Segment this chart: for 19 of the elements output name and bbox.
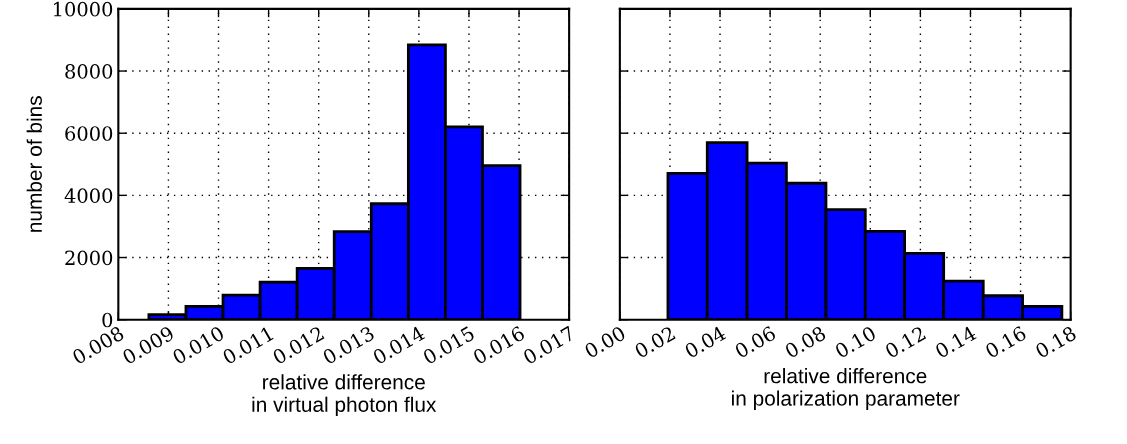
y-tick-label: 8000 [65,64,113,79]
x-tick-label: 0.16 [984,325,1028,359]
x-tick-label: 0.14 [934,325,978,359]
x-tick-label: 0.06 [733,325,777,359]
y-tick-label: 2000 [65,250,113,266]
x-tick-label: 0.04 [683,325,727,359]
x-tick-label: 0.10 [834,325,877,359]
x-axis-title: relative difference in polarization parameter [732,368,960,410]
x-tick-label: 0.18 [1034,325,1078,359]
y-tick-label: 10000 [53,1,113,17]
y-tick-label: 6000 [65,126,113,141]
y-axis-title: number of bins [26,96,42,232]
x-tick-label: 0.00 [583,325,627,359]
x-tick-label: 0.08 [783,325,827,359]
x-tick-label: 0.12 [884,325,927,359]
y-tick-label: 4000 [64,188,113,204]
x-tick-label: 0.02 [633,325,676,359]
x-axis-title: relative difference in virtual photon flux [252,374,437,417]
y-tick-label: 0 [102,312,113,328]
